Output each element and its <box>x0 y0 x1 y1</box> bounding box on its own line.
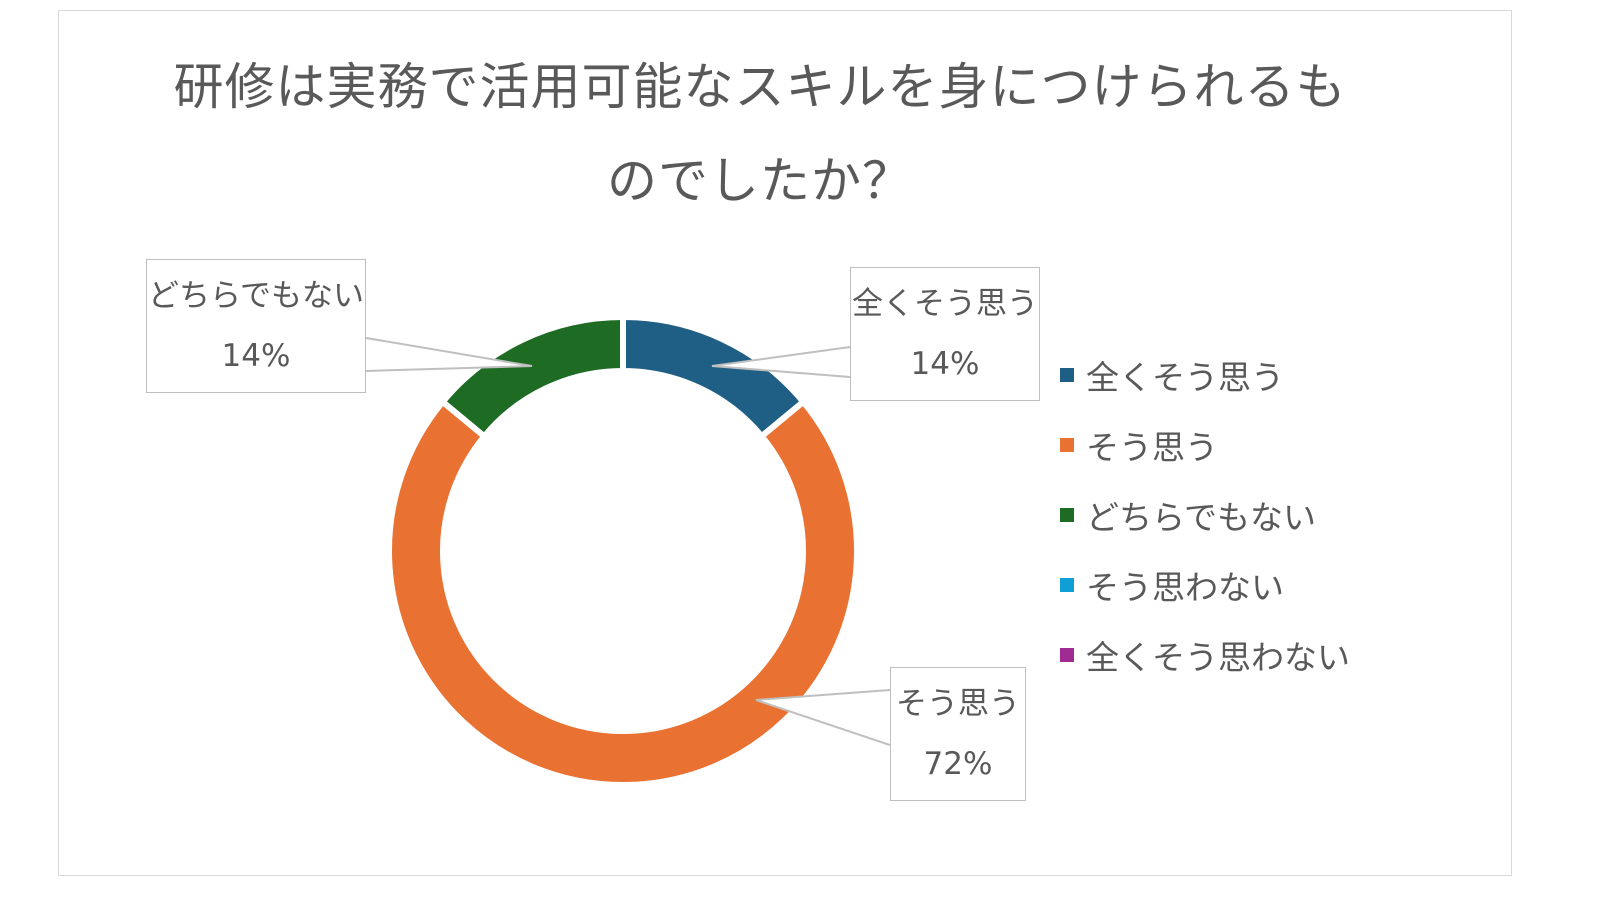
data-label-dochira-demo-nai: どちらでもない 14% <box>146 259 366 393</box>
chart-title-line-2: のでしたか？ <box>607 152 913 210</box>
data-label-percent: 72% <box>923 746 993 782</box>
legend-label: 全くそう思わない <box>1086 638 1350 677</box>
data-label-percent: 14% <box>221 338 291 374</box>
leader-line-0 <box>711 346 851 378</box>
donut-slice-1 <box>386 397 860 788</box>
donut-slice-2 <box>438 313 626 441</box>
legend-swatch <box>1060 508 1074 522</box>
chart-legend: 全くそう思う そう思うどちらでもない そう思わない全くそう思わない <box>1060 340 1350 690</box>
leader-lines <box>365 337 891 746</box>
legend-label: そう思う <box>1086 428 1218 467</box>
legend-label: そう思わない <box>1086 568 1284 607</box>
donut-slices <box>386 313 860 788</box>
legend-swatch <box>1060 438 1074 452</box>
chart-title: 研修は実務で活用可能なスキルを身につけられるも のでしたか？ <box>90 40 1430 228</box>
legend-swatch <box>1060 648 1074 662</box>
data-label-category: 全くそう思う <box>852 286 1038 322</box>
leader-line-2 <box>365 337 533 372</box>
legend-item-2: どちらでもない <box>1060 480 1350 550</box>
data-label-sou-omou: そう思う 72% <box>890 667 1026 801</box>
chart-title-line-1: 研修は実務で活用可能なスキルを身につけられるも <box>173 58 1347 116</box>
legend-item-1: そう思う <box>1060 410 1350 480</box>
legend-label: どちらでもない <box>1086 498 1317 537</box>
donut-slice-0 <box>620 313 808 441</box>
legend-swatch <box>1060 368 1074 382</box>
data-label-zenku-sou-omou: 全くそう思う 14% <box>850 267 1040 401</box>
legend-item-4: 全くそう思わない <box>1060 620 1350 690</box>
leader-line-1 <box>755 689 891 746</box>
legend-swatch <box>1060 578 1074 592</box>
data-label-percent: 14% <box>910 346 980 382</box>
data-label-category: そう思う <box>896 686 1020 722</box>
data-label-category: どちらでもない <box>147 278 365 314</box>
legend-item-0: 全くそう思う <box>1060 340 1350 410</box>
legend-label: 全くそう思う <box>1086 358 1284 397</box>
legend-item-3: そう思わない <box>1060 550 1350 620</box>
